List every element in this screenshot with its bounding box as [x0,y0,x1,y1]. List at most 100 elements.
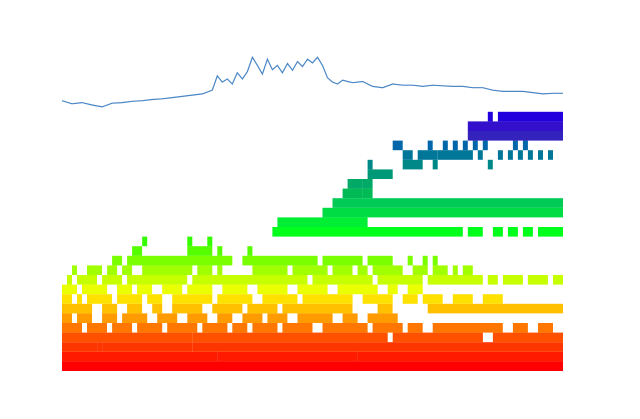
segment-bar [217,294,253,304]
segment-bar [117,294,143,304]
segment-bar [122,313,148,323]
segment-bar [332,198,563,208]
segment-bar [362,188,373,199]
segment-bar [402,294,418,304]
segment-bar [452,140,458,151]
segment-bar [427,275,483,285]
segment-bar [297,332,388,343]
segment-bar [342,188,363,199]
segment-bar [392,332,483,343]
segment-bar [127,275,188,285]
segment-bar [187,313,208,323]
segment-bar [367,313,398,323]
segment-bar [87,265,102,275]
segment-bar [232,323,248,333]
segment-bar [497,111,563,122]
segment-bar [482,140,488,151]
segment-bar [427,140,433,151]
segment-bar [487,111,493,122]
segment-bar [62,294,72,304]
segment-bar [442,140,448,151]
segment-bar [112,323,133,333]
segment-bar [302,294,353,304]
segment-bar [432,159,438,170]
segment-bar [387,284,398,295]
segment-bar [147,294,163,304]
segment-bar [132,246,143,256]
segment-bar [62,342,98,352]
segment-bar [548,150,553,160]
segment-bar [62,313,72,323]
segment-bar [252,265,288,275]
segment-bar [553,275,563,285]
segment-bar [262,294,298,304]
segment-bar [322,217,368,227]
segment-bar [322,207,563,218]
segment-bar [357,265,368,275]
segment-bar [222,284,248,295]
segment-bar [62,361,563,371]
segment-bar [287,332,298,343]
segment-bar [337,284,378,295]
segment-bar [272,227,463,237]
segment-bar [77,294,82,304]
segment-bar [497,150,503,160]
segment-bar [312,275,373,285]
segment-bar [257,284,288,295]
segment-bar [252,323,278,333]
segment-bar [217,351,323,362]
segment-bar [487,159,493,170]
segment-bar [347,179,363,189]
segment-bar [242,255,318,266]
segment-bar [417,150,438,160]
segment-bar [267,313,288,323]
segment-bar [277,217,308,227]
segment-bar [152,303,163,314]
segment-bar [407,255,413,266]
segment-bar [482,294,503,304]
segment-bar [462,140,468,151]
segment-bar [202,323,228,333]
segment-bar [97,342,103,352]
segment-bar [102,313,118,323]
segment-panel [62,111,564,371]
segment-bar [212,303,243,314]
segment-bar [297,313,333,323]
segment-bar [422,255,428,266]
segment-bar [142,236,148,247]
segment-bar [137,323,163,333]
segment-bar [217,313,233,323]
segment-bar [322,323,368,333]
segment-bar [402,150,413,160]
segment-bar [372,265,403,275]
segment-bar [538,227,563,237]
segment-bar [342,313,358,323]
segment-bar [192,342,564,352]
segment-bar [467,131,563,141]
segment-bar [167,323,198,333]
segment-bar [247,246,253,256]
segment-bar [172,294,213,304]
segment-bar [477,150,483,160]
segment-bar [72,265,77,275]
segment-bar [367,159,373,170]
segment-bar [538,150,543,160]
segment-bar [117,284,133,295]
segment-bar [112,255,123,266]
segment-bar [462,265,473,275]
segment-bar [187,284,213,295]
segment-bar [527,150,533,160]
segment-bar [77,275,97,285]
segment-bar [517,150,523,160]
segment-bar [87,294,112,304]
segment-bar [507,150,513,160]
segment-bar [297,284,328,295]
segment-bar [467,121,563,131]
segment-bar [142,265,193,275]
segment-bar [137,284,153,295]
segment-bar [187,246,213,256]
segment-bar [157,313,178,323]
segment-bar [102,275,123,285]
segment-bar [492,227,503,237]
